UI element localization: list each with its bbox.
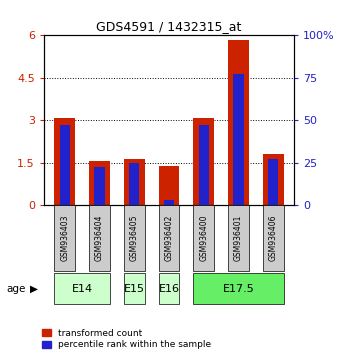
Bar [159, 166, 179, 205]
Text: E17.5: E17.5 [223, 284, 255, 293]
Text: GSM936402: GSM936402 [165, 215, 173, 261]
Bar [124, 273, 145, 304]
Text: GSM936401: GSM936401 [234, 215, 243, 261]
Bar [268, 159, 279, 205]
Bar [263, 205, 284, 271]
Bar [124, 159, 145, 205]
Bar [228, 205, 249, 271]
Bar [193, 205, 214, 271]
Legend: transformed count, percentile rank within the sample: transformed count, percentile rank withi… [42, 329, 211, 349]
Text: GSM936400: GSM936400 [199, 215, 208, 261]
Text: GSM936406: GSM936406 [269, 215, 278, 261]
Bar [198, 125, 209, 205]
Text: E15: E15 [124, 284, 145, 293]
Bar [159, 205, 179, 271]
Bar [89, 161, 110, 205]
Bar [159, 273, 179, 304]
Bar [263, 154, 284, 205]
Bar [233, 74, 244, 205]
Text: GSM936405: GSM936405 [130, 215, 139, 261]
Text: GSM936403: GSM936403 [60, 215, 69, 261]
Bar [89, 205, 110, 271]
Text: GSM936404: GSM936404 [95, 215, 104, 261]
Bar [129, 163, 140, 205]
Bar [54, 205, 75, 271]
Title: GDS4591 / 1432315_at: GDS4591 / 1432315_at [96, 20, 242, 33]
Text: E14: E14 [72, 284, 93, 293]
Text: ▶: ▶ [30, 284, 39, 293]
Bar [228, 40, 249, 205]
Bar [54, 118, 75, 205]
Bar [124, 205, 145, 271]
Text: age: age [7, 284, 26, 293]
Bar [193, 273, 284, 304]
Bar [164, 200, 174, 205]
Bar [54, 273, 110, 304]
Text: E16: E16 [159, 284, 179, 293]
Bar [94, 167, 105, 205]
Bar [193, 118, 214, 205]
Bar [59, 125, 70, 205]
